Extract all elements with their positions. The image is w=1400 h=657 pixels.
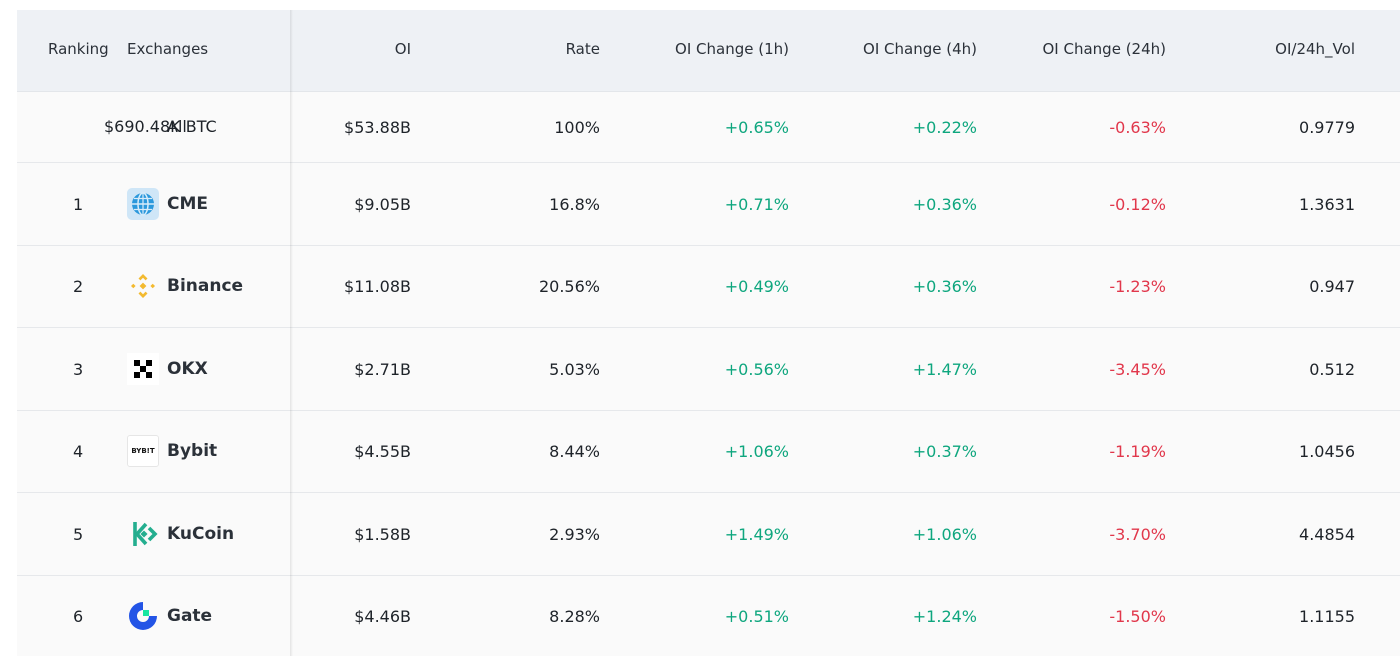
exchange-cell[interactable]: Binance [127,245,243,327]
oi-change-4h: +1.24% [912,606,977,626]
table-row[interactable]: 6 Gate $4.46B 8.28% +0.51% +1.24% -1.50%… [17,575,1400,657]
table-row[interactable]: 3 OKX $2.71B 5.03% +0.56% +1.47% - [17,328,1400,411]
oi-change-1h: +1.49% [724,524,789,544]
oi-change-24h: -1.19% [1109,441,1166,461]
oi-24h-vol: 1.3631 [1299,194,1355,214]
exchange-cell[interactable]: CME [127,163,208,245]
rank: 2 [73,276,84,296]
header-exchanges[interactable]: Exchanges [127,40,209,58]
oi-change-24h: -1.50% [1109,606,1166,626]
rank: 1 [73,194,84,214]
header-oi[interactable]: OI [394,40,411,58]
exchange-name: KuCoin [167,524,235,544]
oi-change-4h: +1.06% [912,524,977,544]
all-exchanges-cell: $690.48K BTC All [103,92,283,162]
exchange-name: CME [167,194,209,214]
oi-change-4h: +0.36% [912,194,977,214]
all-oi-change-1h: +0.65% [724,117,789,137]
oi: $9.05B [354,194,411,214]
bybit-logo-text: BYB!T [131,447,155,455]
oi-change-1h: +0.51% [724,606,789,626]
rate: 5.03% [549,359,600,379]
table-row[interactable]: 4 BYB!T Bybit $4.55B 8.44% +1.06% +0.37%… [17,410,1400,493]
header-ranking[interactable]: Ranking [48,40,109,58]
exchange-cell[interactable]: BYB!T Bybit [127,410,217,492]
cme-globe-icon [127,188,159,220]
all-label: All [167,117,187,136]
oi-change-1h: +0.49% [724,276,789,296]
exchange-cell[interactable]: KuCoin [127,493,234,575]
kucoin-icon [127,518,159,550]
all-oi: $53.88B [344,117,411,137]
oi-change-1h: +0.56% [724,359,789,379]
rank: 5 [73,524,84,544]
exchange-name: OKX [167,359,208,379]
oi: $1.58B [354,524,411,544]
header-rate[interactable]: Rate [565,40,600,58]
oi: $4.46B [354,606,411,626]
okx-icon [127,353,159,385]
all-btc-amount: $690.48K BTC [104,117,217,136]
oi-change-4h: +1.47% [912,359,977,379]
oi: $4.55B [354,441,411,461]
oi-change-1h: +1.06% [724,441,789,461]
header-oi-change-1h[interactable]: OI Change (1h) [675,40,789,58]
header-oi-change-24h[interactable]: OI Change (24h) [1042,40,1167,58]
rate: 2.93% [549,524,600,544]
all-oi-change-24h: -0.63% [1109,117,1166,137]
oi-24h-vol: 1.0456 [1299,441,1355,461]
oi-24h-vol: 0.512 [1309,359,1355,379]
oi-change-4h: +0.37% [912,441,977,461]
table-row-all[interactable]: $690.48K BTC All $53.88B 100% +0.65% +0.… [17,92,1400,163]
oi-24h-vol: 4.4854 [1299,524,1355,544]
rate: 8.28% [549,606,600,626]
rank: 6 [73,606,84,626]
oi: $11.08B [344,276,411,296]
header-oi-24h-vol[interactable]: OI/24h_Vol [1275,40,1355,58]
rank: 4 [73,441,84,461]
all-rate: 100% [554,117,600,137]
table-row[interactable]: 5 KuCoin $1.58B 2.93% +1.49% +1.06% -3.7… [17,493,1400,576]
oi-change-4h: +0.36% [912,276,977,296]
exchange-cell[interactable]: OKX [127,328,208,410]
oi-change-24h: -1.23% [1109,276,1166,296]
oi-change-24h: -3.70% [1109,524,1166,544]
fixed-column-shadow [290,10,293,656]
rate: 8.44% [549,441,600,461]
exchange-name: Gate [167,606,213,626]
rate: 16.8% [549,194,600,214]
table-row[interactable]: 2 Binance $11.08B 20.56% +0.49% +0.36% -… [17,245,1400,328]
binance-icon [127,270,159,302]
oi-24h-vol: 1.1155 [1299,606,1355,626]
oi-change-24h: -3.45% [1109,359,1166,379]
header-oi-change-4h[interactable]: OI Change (4h) [863,40,977,58]
gate-icon [127,600,159,632]
exchange-name: Bybit [167,441,218,461]
oi: $2.71B [354,359,411,379]
bybit-icon: BYB!T [127,435,159,467]
oi-24h-vol: 0.947 [1309,276,1355,296]
oi-change-1h: +0.71% [724,194,789,214]
open-interest-table: Ranking Exchanges OI Rate OI Change (1h)… [17,10,1400,656]
table-row[interactable]: 1 CME $9.05B 16.8% +0.71% +0.36% -0.12% … [17,163,1400,246]
table-header: Ranking Exchanges OI Rate OI Change (1h)… [17,10,1400,92]
rank: 3 [73,359,84,379]
all-oi-change-4h: +0.22% [912,117,977,137]
exchange-name: Binance [167,276,244,296]
all-oi-24h-vol: 0.9779 [1299,117,1355,137]
exchange-cell[interactable]: Gate [127,575,212,657]
rate: 20.56% [538,276,600,296]
oi-change-24h: -0.12% [1109,194,1166,214]
